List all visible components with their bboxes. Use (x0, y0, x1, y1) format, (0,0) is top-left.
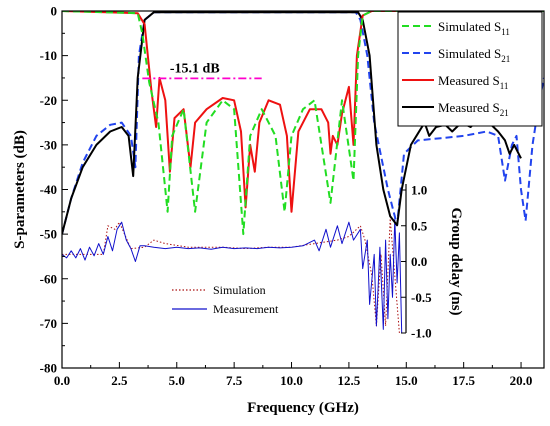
x-tick-label: 10.0 (280, 373, 303, 388)
y-tick-label: -70 (40, 316, 57, 331)
y-tick-label: -30 (40, 137, 57, 152)
legend-label-main: Simulated S (438, 19, 501, 34)
x-tick-label: 0.0 (54, 373, 70, 388)
y-tick-label: -40 (40, 182, 57, 197)
y-tick-label: 0 (51, 4, 58, 19)
legend-label-sub: 21 (501, 54, 510, 64)
series-line-measured-s11 (62, 11, 544, 213)
annotation-label: -15.1 dB (170, 61, 220, 76)
legend-label-main: Simulated S (438, 46, 501, 61)
y2-tick-label: 0.0 (411, 254, 427, 269)
x-tick-label: 12.5 (338, 373, 361, 388)
legend-label-main: Measured S (438, 73, 500, 88)
inset-legend-label-1: Measurement (213, 302, 279, 316)
x-axis-title: Frequency (GHz) (247, 400, 359, 416)
legend-label-1: Simulated S21 (438, 46, 510, 64)
series-line-measurement (62, 218, 403, 334)
x-tick-label: 20.0 (510, 373, 533, 388)
x-tick-label: 5.0 (169, 373, 185, 388)
x-tick-label: 15.0 (395, 373, 418, 388)
legend-label-main: Measured S (438, 100, 500, 115)
x-tick-label: 2.5 (111, 373, 128, 388)
legend-label-sub: 11 (501, 27, 510, 37)
y2-tick-label: -0.5 (411, 290, 432, 305)
x-tick-label: 17.5 (452, 373, 475, 388)
series-line-simulated-s11 (62, 11, 544, 236)
y2-tick-label: -1.0 (411, 326, 432, 341)
y-axis-title: S-parameters (dB) (12, 130, 28, 249)
legend-label-3: Measured S21 (438, 100, 509, 118)
y-tick-label: -10 (40, 48, 57, 63)
legend-label-2: Measured S11 (438, 73, 508, 91)
series-line-simulated-s21 (62, 11, 544, 235)
y-tick-label: -60 (40, 271, 57, 286)
legend-label-sub: 11 (500, 81, 509, 91)
legend-label-0: Simulated S11 (438, 19, 510, 37)
x-tick-label: 7.5 (226, 373, 243, 388)
y-tick-label: -80 (40, 361, 57, 376)
legend-label-sub: 21 (500, 108, 509, 118)
inset-legend-label-0: Simulation (213, 283, 266, 297)
y-tick-label: -20 (40, 93, 57, 108)
y2-axis-title: Group delay (ns) (448, 207, 464, 315)
y2-tick-label: 1.0 (411, 183, 427, 198)
y2-tick-label: 0.5 (411, 218, 428, 233)
y-tick-label: -50 (40, 227, 57, 242)
